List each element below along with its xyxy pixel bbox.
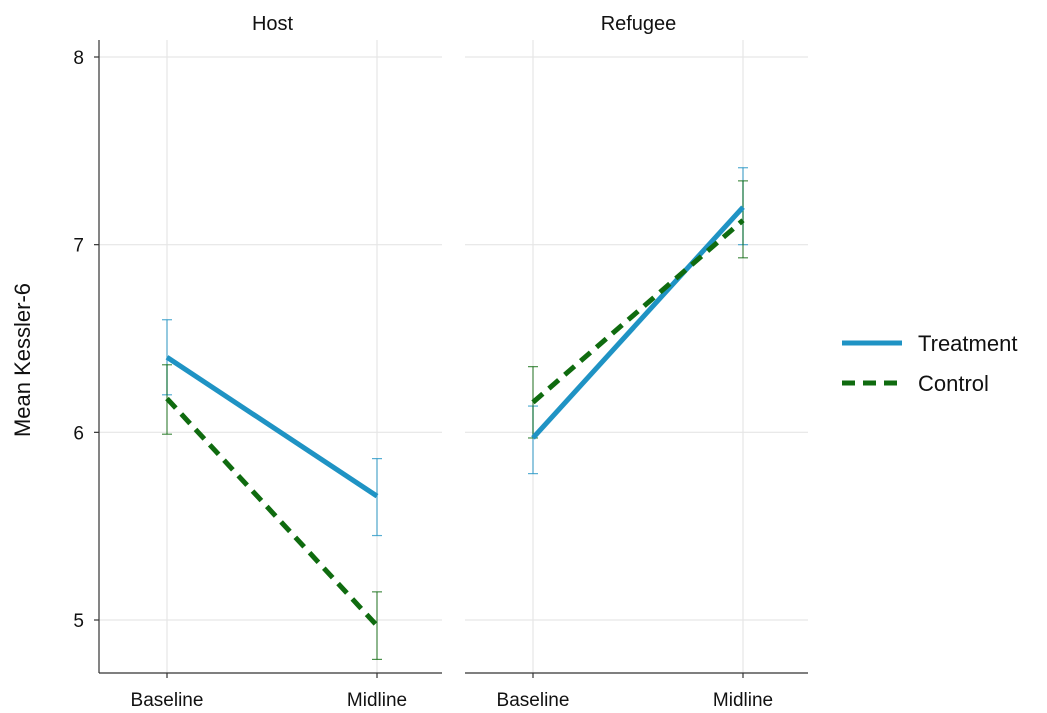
x-tick-label: Midline: [347, 690, 407, 711]
x-tick-label: Baseline: [131, 690, 204, 711]
y-axis-label: Mean Kessler-6: [10, 283, 35, 437]
y-tick-label: 5: [73, 611, 84, 632]
series-line-treatment: [165, 355, 379, 499]
x-tick-label: Midline: [713, 690, 773, 711]
series-line-treatment: [531, 205, 745, 440]
y-tick-label: 7: [73, 236, 84, 257]
y-tick-label: 8: [73, 48, 84, 69]
x-tick-label: Baseline: [497, 690, 570, 711]
legend-label-control: Control: [918, 371, 989, 396]
panel-refugee: Baseline Midline Refugee: [465, 13, 808, 711]
series-line-control: [531, 218, 745, 405]
panel-host: 5 6 7 8 Baseline Midline Host: [73, 13, 442, 711]
series-line-control: [165, 396, 379, 628]
panel-title: Host: [252, 13, 294, 35]
legend: Treatment Control: [842, 331, 1017, 396]
y-tick-label: 6: [73, 423, 84, 444]
legend-label-treatment: Treatment: [918, 331, 1017, 356]
panel-title: Refugee: [601, 13, 677, 35]
panels-layer: 5 6 7 8 Baseline Midline Host Baseline Midline Re…: [73, 13, 808, 711]
